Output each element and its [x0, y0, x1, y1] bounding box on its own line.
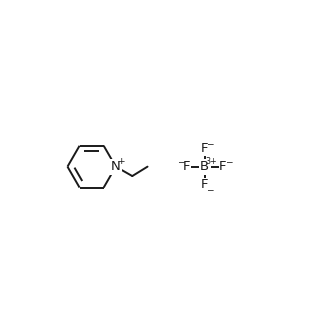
Text: −: − — [177, 158, 185, 167]
Text: +: + — [117, 157, 125, 166]
Text: F: F — [219, 160, 227, 173]
Text: B: B — [200, 160, 209, 173]
Text: −: − — [206, 185, 214, 194]
Text: N: N — [111, 160, 121, 173]
Text: −: − — [206, 139, 214, 148]
Text: F: F — [201, 179, 209, 191]
Text: −: − — [225, 158, 232, 167]
Text: 3+: 3+ — [206, 157, 217, 166]
Text: F: F — [201, 142, 209, 155]
Text: F: F — [182, 160, 190, 173]
